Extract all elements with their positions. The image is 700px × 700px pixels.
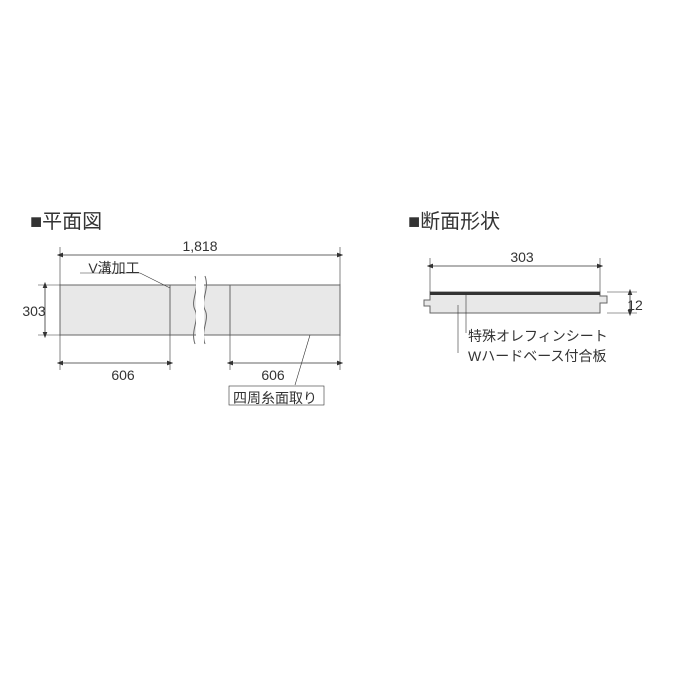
plan-view-drawing (38, 247, 340, 405)
cross-section-drawing (424, 258, 637, 353)
diagram-svg (0, 0, 700, 700)
